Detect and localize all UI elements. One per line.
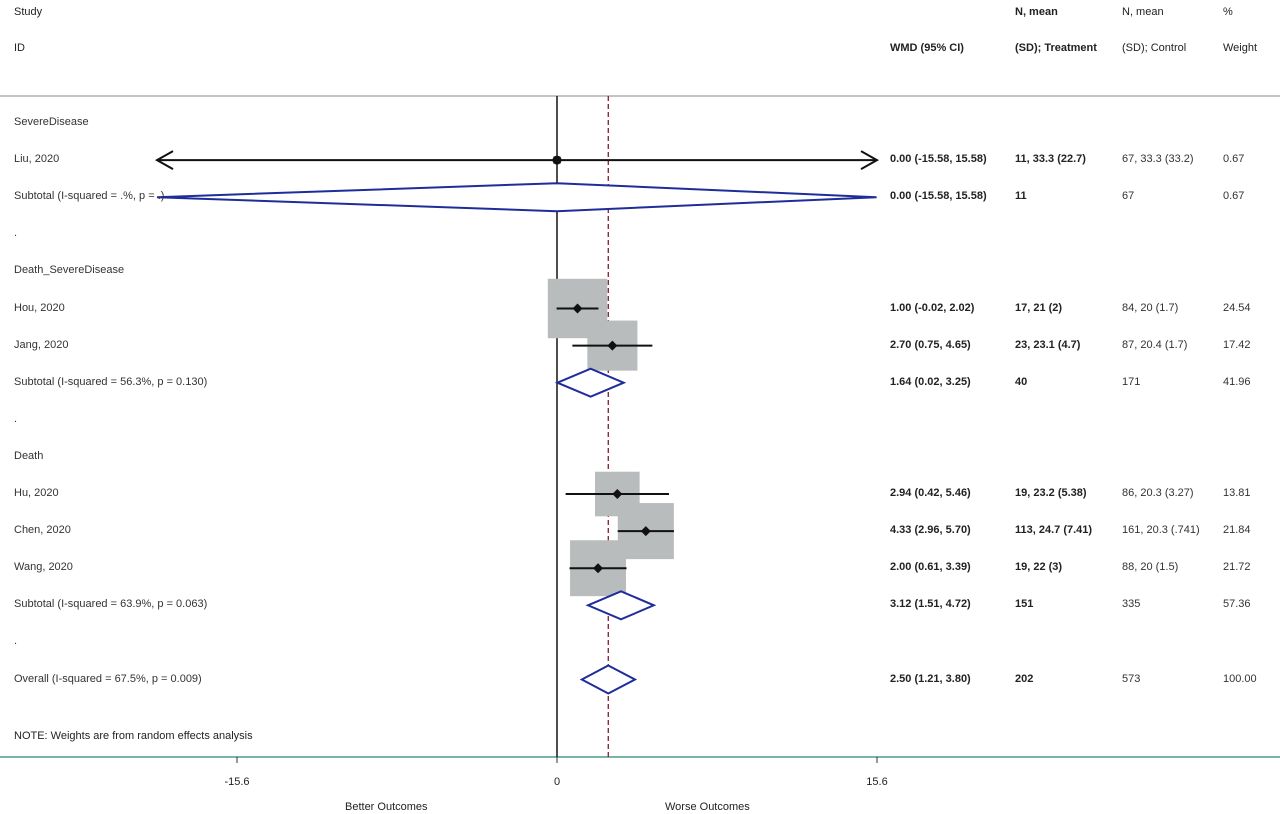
subtotal-diamond <box>554 367 627 398</box>
row-n-treatment: 202 <box>1015 672 1034 685</box>
row-label: Chen, 2020 <box>14 524 71 537</box>
row-label: Wang, 2020 <box>14 561 73 574</box>
header-study: Study <box>14 6 43 18</box>
row-estimate: 0.00 (-15.58, 15.58) <box>890 190 987 203</box>
row-weight: 0.67 <box>1223 190 1245 203</box>
row-n-control: 161, 20.3 (.741) <box>1122 524 1200 537</box>
point-estimate <box>593 563 604 574</box>
overall-diamond <box>579 664 638 695</box>
group-label: Death_SevereDisease <box>14 264 125 277</box>
ci-arrow-right <box>860 150 880 170</box>
axis-caption-right: Worse Outcomes <box>665 801 750 813</box>
row-weight: 0.67 <box>1223 153 1245 166</box>
header-id: ID <box>14 42 25 54</box>
header-n-control-1: N, mean <box>1122 6 1164 18</box>
row-n-treatment: 11, 33.3 (22.7) <box>1015 153 1086 166</box>
row-estimate: 3.12 (1.51, 4.72) <box>890 598 971 611</box>
row-weight: 24.54 <box>1223 301 1251 314</box>
row-estimate: 1.64 (0.02, 3.25) <box>890 375 971 388</box>
row-n-treatment: 40 <box>1015 375 1028 388</box>
spacer-label: . <box>14 635 18 648</box>
header-n-control-2: (SD); Control <box>1122 42 1187 54</box>
row-n-control: 86, 20.3 (3.27) <box>1122 487 1194 499</box>
axis-caption-left: Better Outcomes <box>345 801 428 813</box>
note-text: NOTE: Weights are from random effects an… <box>14 730 253 742</box>
row-n-control: 84, 20 (1.7) <box>1122 301 1179 314</box>
header-weight-2: Weight <box>1223 42 1258 54</box>
row-label: Liu, 2020 <box>14 153 60 166</box>
header-n-treatment-2: (SD); Treatment <box>1015 42 1097 54</box>
row-estimate: 2.00 (0.61, 3.39) <box>890 561 971 574</box>
row-label: Overall (I-squared = 67.5%, p = 0.009) <box>14 672 202 685</box>
row-weight: 100.00 <box>1223 672 1257 685</box>
row-label: Hou, 2020 <box>14 301 65 314</box>
subtotal-diamond <box>585 590 657 621</box>
point-estimate <box>572 303 583 314</box>
row-label: Jang, 2020 <box>14 338 69 351</box>
header-weight-1: % <box>1223 6 1233 18</box>
header-n-treatment-1: N, mean <box>1015 6 1058 18</box>
row-n-control: 88, 20 (1.5) <box>1122 561 1179 574</box>
row-estimate: 2.50 (1.21, 3.80) <box>890 672 971 685</box>
x-tick-label: 0 <box>554 776 560 788</box>
point-estimate <box>552 155 562 165</box>
row-label: Subtotal (I-squared = 56.3%, p = 0.130) <box>14 375 208 388</box>
row-n-control: 573 <box>1122 672 1141 685</box>
point-estimate <box>640 526 651 537</box>
row-label: Hu, 2020 <box>14 487 59 499</box>
row-n-control: 67, 33.3 (33.2) <box>1122 153 1194 166</box>
row-n-treatment: 23, 23.1 (4.7) <box>1015 338 1081 351</box>
row-n-treatment: 19, 22 (3) <box>1015 561 1063 574</box>
row-estimate: 4.33 (2.96, 5.70) <box>890 524 971 537</box>
row-n-control: 87, 20.4 (1.7) <box>1122 338 1188 351</box>
row-n-treatment: 151 <box>1015 598 1034 611</box>
row-n-treatment: 17, 21 (2) <box>1015 301 1063 314</box>
row-estimate: 1.00 (-0.02, 2.02) <box>890 301 975 314</box>
group-label: SevereDisease <box>14 116 89 128</box>
ci-arrow-left <box>154 150 174 170</box>
x-tick-label: 15.6 <box>866 776 887 788</box>
row-estimate: 2.70 (0.75, 4.65) <box>890 338 971 351</box>
row-n-treatment: 11 <box>1015 190 1027 203</box>
x-tick-label: -15.6 <box>224 776 249 788</box>
row-n-treatment: 113, 24.7 (7.41) <box>1015 524 1093 537</box>
row-estimate: 2.94 (0.42, 5.46) <box>890 487 971 499</box>
subtotal-diamond <box>156 182 877 213</box>
row-weight: 21.84 <box>1223 524 1251 537</box>
row-weight: 21.72 <box>1223 561 1251 574</box>
row-n-control: 335 <box>1122 598 1141 611</box>
row-n-control: 171 <box>1122 375 1141 388</box>
row-label: Subtotal (I-squared = 63.9%, p = 0.063) <box>14 598 208 611</box>
row-weight: 17.42 <box>1223 338 1251 351</box>
row-label: Subtotal (I-squared = .%, p = .) <box>14 190 165 203</box>
row-n-control: 67 <box>1122 190 1135 203</box>
point-estimate <box>607 340 618 351</box>
spacer-label: . <box>14 227 18 240</box>
row-weight: 13.81 <box>1223 487 1251 499</box>
row-n-treatment: 19, 23.2 (5.38) <box>1015 487 1087 499</box>
row-estimate: 0.00 (-15.58, 15.58) <box>890 153 987 166</box>
header-wmd: WMD (95% CI) <box>890 42 964 54</box>
row-weight: 57.36 <box>1223 598 1251 611</box>
spacer-label: . <box>14 412 18 425</box>
group-label: Death <box>14 449 44 462</box>
row-weight: 41.96 <box>1223 375 1251 388</box>
point-estimate <box>612 489 623 499</box>
